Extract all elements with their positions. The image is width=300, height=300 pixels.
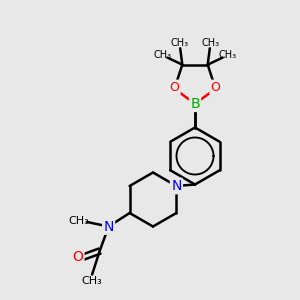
Text: CH₃: CH₃ — [218, 50, 236, 60]
Text: CH₃: CH₃ — [82, 276, 103, 286]
Text: CH₃: CH₃ — [154, 50, 172, 60]
Text: B: B — [190, 97, 200, 111]
Text: O: O — [211, 81, 220, 94]
Text: N: N — [103, 220, 114, 233]
Text: O: O — [169, 81, 179, 94]
Text: N: N — [171, 179, 182, 193]
Text: CH₃: CH₃ — [170, 38, 189, 48]
Text: O: O — [72, 250, 83, 264]
Text: CH₃: CH₃ — [68, 215, 89, 226]
Text: CH₃: CH₃ — [201, 38, 220, 48]
